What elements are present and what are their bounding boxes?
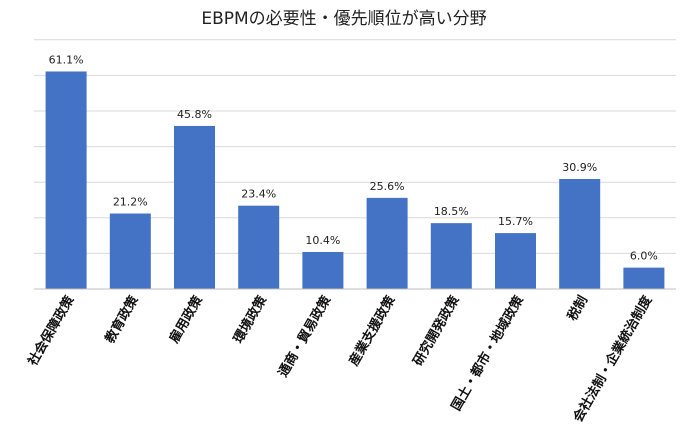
value-label-9: 30.9%: [562, 161, 597, 174]
bar-4: [238, 205, 280, 289]
value-labels: 61.1% 21.2% 45.8% 23.4% 10.4% 25.6% 18.5% 15.7%…: [49, 53, 658, 262]
value-label-5: 10.4%: [305, 234, 340, 247]
bars: [45, 71, 665, 290]
value-label-7: 18.5%: [434, 205, 469, 218]
value-label-4: 23.4%: [241, 188, 276, 201]
value-label-2: 21.2%: [113, 196, 148, 209]
bar-2: [109, 213, 151, 289]
category-label-1: 社会保障政策: [24, 292, 78, 369]
category-label-2: 教育政策: [101, 292, 142, 347]
bar-8: [495, 233, 536, 289]
bar-7: [430, 223, 472, 289]
category-label-8: 国土・都市・地域政策: [448, 292, 527, 413]
bar-10: [623, 267, 665, 289]
value-label-10: 6.0%: [630, 250, 658, 263]
category-label-9: 税制: [564, 293, 591, 324]
category-label-3: 雇用政策: [166, 292, 206, 346]
category-labels: 社会保障政策 教育政策 雇用政策 環境政策 通商・貿易政策 産業支援政策 研究開発政策国土・…: [24, 292, 656, 425]
chart-title: EBPMの必要性・優先順位が高い分野: [201, 9, 486, 29]
bar-6: [366, 197, 408, 289]
value-label-6: 25.6%: [370, 180, 405, 193]
category-label-4: 環境政策: [230, 292, 270, 346]
category-label-6: 産業支援政策: [346, 292, 399, 368]
category-label-5: 通商・貿易政策: [275, 292, 335, 380]
category-label-7: 研究開発政策: [410, 292, 463, 368]
value-label-1: 61.1%: [49, 53, 84, 66]
value-label-8: 15.7%: [498, 215, 533, 228]
bar-5: [302, 251, 344, 289]
value-label-3: 45.8%: [177, 108, 212, 121]
bar-3: [174, 125, 215, 290]
bar-1: [45, 71, 87, 289]
bar-9: [559, 178, 601, 289]
